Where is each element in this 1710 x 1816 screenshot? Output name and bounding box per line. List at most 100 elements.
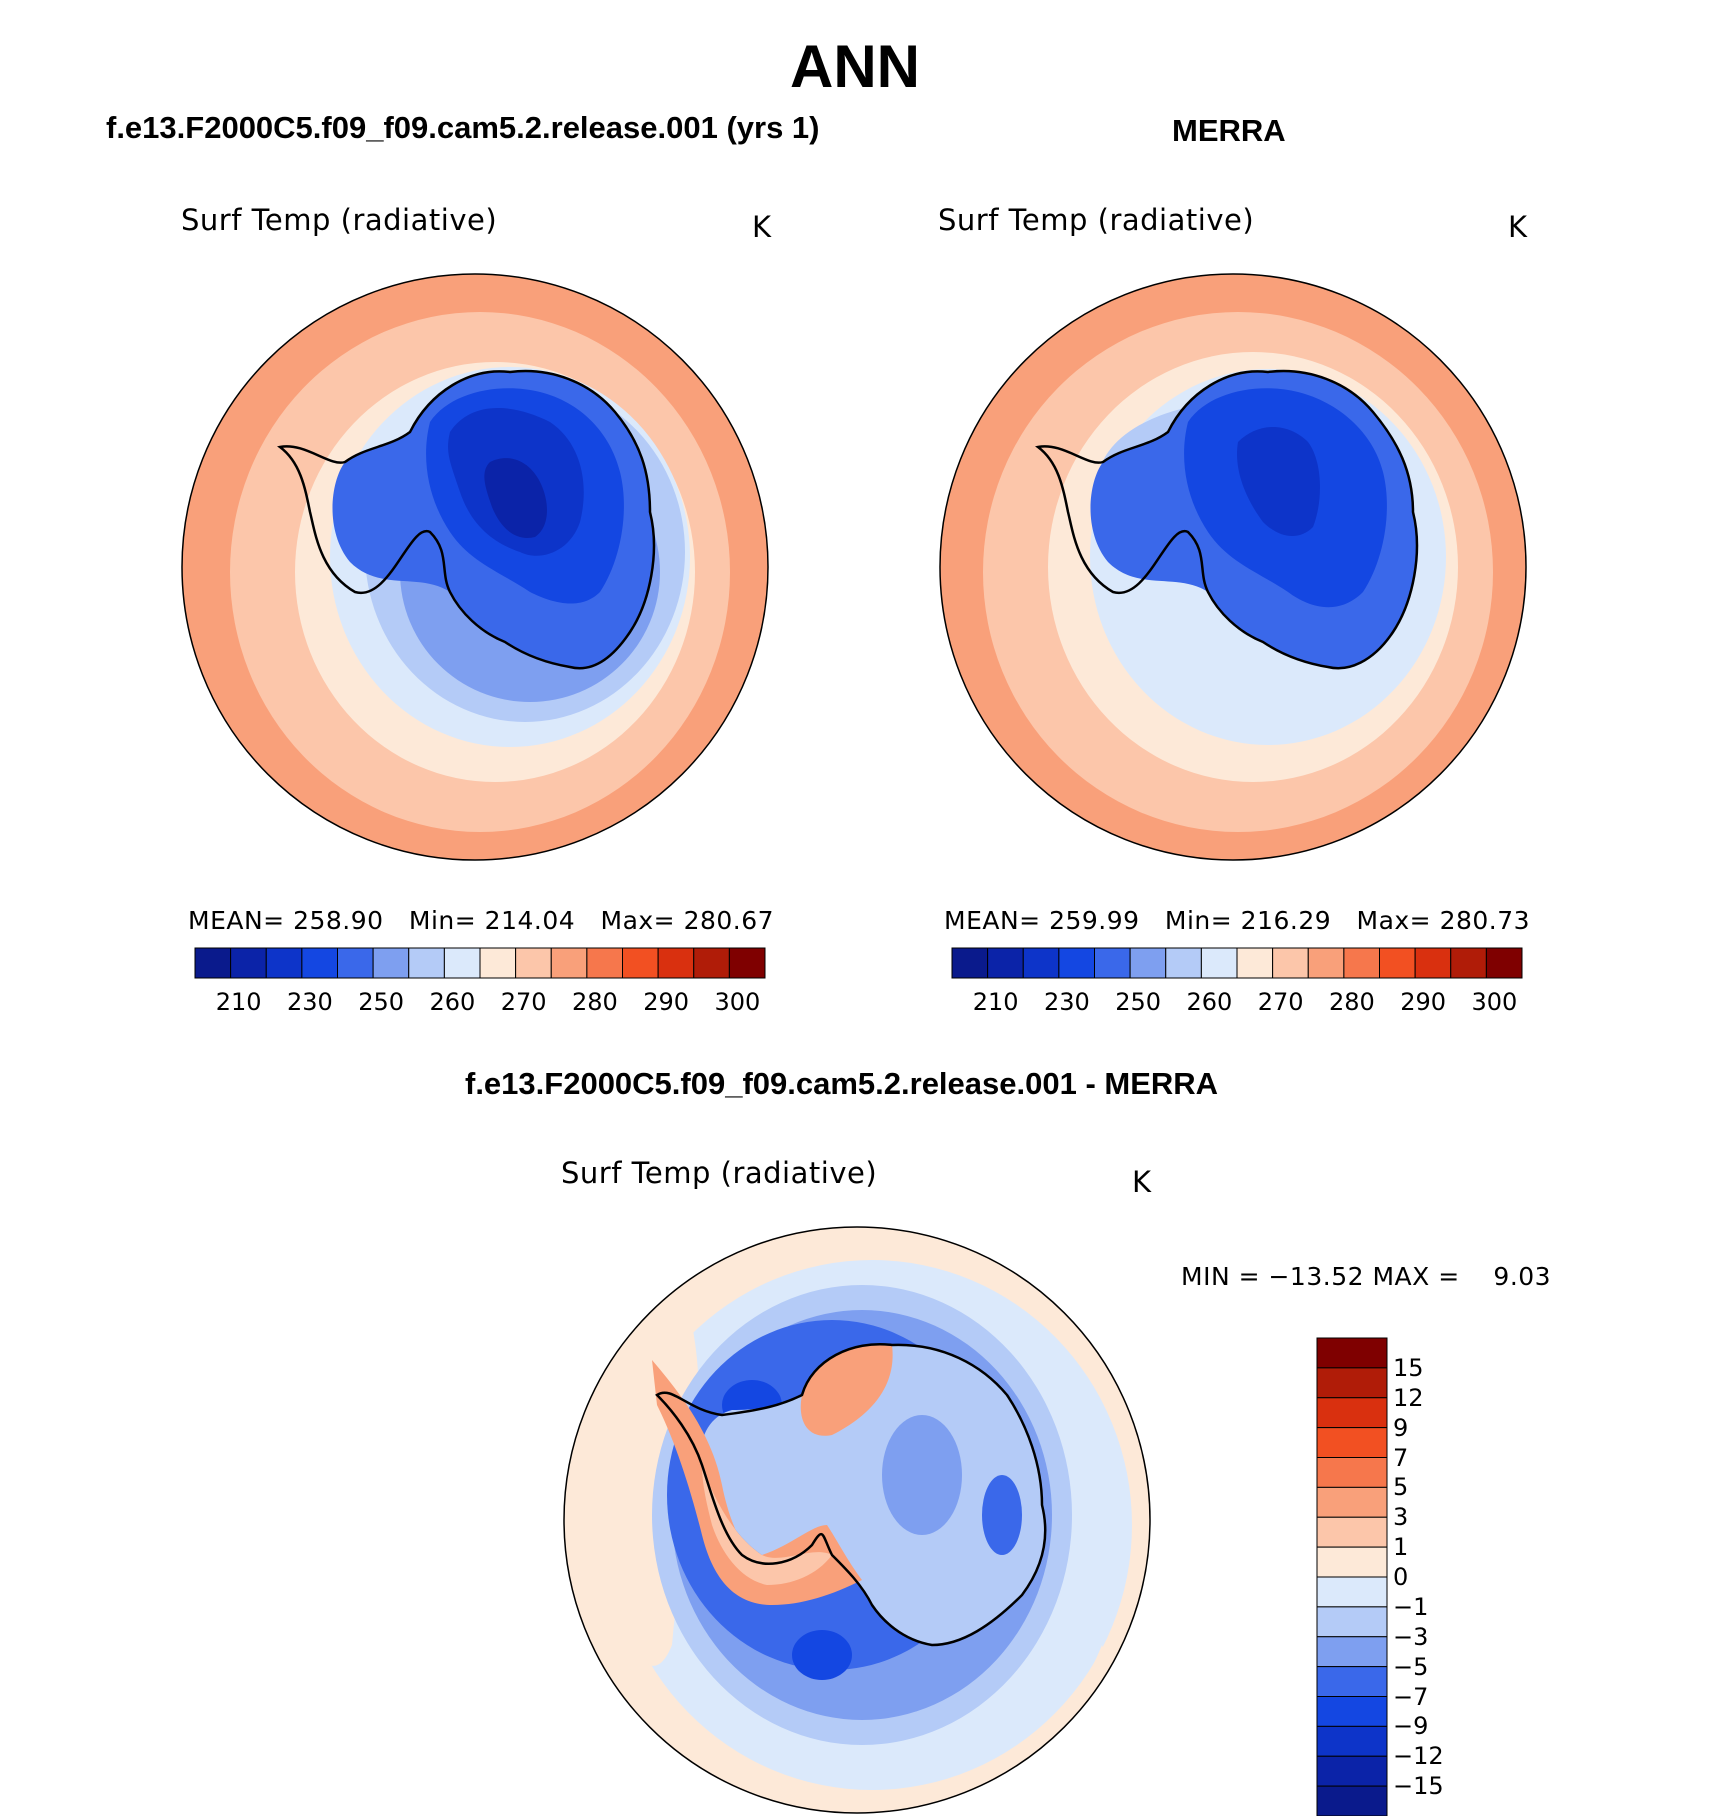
colorbar-diff-tick-label: −3 <box>1393 1622 1429 1651</box>
colorbar-model-swatch <box>443 947 481 979</box>
colorbar-diff-swatch <box>1316 1606 1388 1638</box>
colorbar-obs-swatch <box>1343 947 1380 979</box>
colorbar-diff-swatch <box>1316 1427 1388 1458</box>
mean-value: 258.90 <box>293 906 384 935</box>
colorbar-obs-tick-label: 230 <box>1043 988 1090 1016</box>
colorbar-obs-swatch <box>1129 947 1167 979</box>
colorbar-diff-tick-label: 9 <box>1393 1413 1409 1442</box>
colorbar-model-swatch <box>693 947 730 979</box>
colorbar-obs-swatch <box>1094 947 1131 979</box>
min-value: 214.04 <box>484 906 576 935</box>
colorbar-diff-tick-label: −1 <box>1393 1592 1429 1621</box>
colorbar-model <box>194 947 766 979</box>
colorbar-obs-swatch <box>1022 947 1060 979</box>
variable-label-obs: Surf Temp (radiative) <box>938 203 1255 237</box>
min-label: Min= <box>1164 906 1233 935</box>
units-label-model: K <box>752 210 772 244</box>
colorbar-obs-swatch <box>951 947 989 979</box>
mean-value: 259.99 <box>1049 906 1140 935</box>
colorbar-ticks-obs: 210 230 250 260 270 280 290 300 <box>952 988 1522 1018</box>
colorbar-obs-swatch <box>1272 947 1309 979</box>
stats-line-obs: MEAN= 259.99 Min= 216.29 Max= 280.73 <box>944 906 1530 935</box>
variable-label-model: Surf Temp (radiative) <box>181 203 498 237</box>
diff-minmax: MIN = −13.52 MAX = 9.03 <box>1181 1262 1552 1291</box>
colorbar-model-tick-label: 260 <box>429 988 476 1016</box>
colorbar-model-swatch <box>408 947 445 979</box>
colorbar-model-tick-label: 280 <box>571 988 618 1016</box>
max-value: 280.67 <box>683 906 775 935</box>
colorbar-obs-swatch <box>1236 947 1274 979</box>
colorbar-model-swatch <box>372 947 410 979</box>
colorbar-obs-tick-label: 250 <box>1115 988 1162 1016</box>
colorbar-diff-swatch <box>1316 1486 1388 1518</box>
diff-panel-title: f.e13.F2000C5.f09_f09.cam5.2.release.001… <box>465 1066 1219 1101</box>
colorbar-diff-tick-label: −9 <box>1393 1712 1429 1741</box>
colorbar-diff-tick-label: −7 <box>1393 1682 1429 1711</box>
colorbar-diff-swatch <box>1316 1457 1388 1488</box>
mean-label: MEAN= <box>944 906 1041 935</box>
colorbar-model-swatch <box>550 947 588 979</box>
colorbar-obs-swatch <box>1058 947 1095 979</box>
colorbar-diff-tick-label: 1 <box>1393 1533 1409 1562</box>
colorbar-model-swatch <box>230 947 267 979</box>
colorbar-diff-swatch <box>1316 1516 1388 1548</box>
colorbar-diff-swatch <box>1316 1755 1388 1787</box>
colorbar-diff-tick-label: −12 <box>1393 1742 1444 1771</box>
colorbar-model-swatch <box>194 947 232 979</box>
colorbar-model-tick-label: 270 <box>500 988 547 1016</box>
max-label: Max= <box>1356 906 1432 935</box>
colorbar-diff-tick-label: 3 <box>1393 1503 1409 1532</box>
panel-title-model: f.e13.F2000C5.f09_f09.cam5.2.release.001… <box>106 110 820 145</box>
colorbar-obs-swatch <box>1414 947 1452 979</box>
colorbar-model-swatch <box>515 947 552 979</box>
colorbar-model-swatch <box>728 947 766 979</box>
figure-title: ANN <box>790 33 920 100</box>
colorbar-obs-tick-label: 210 <box>972 988 1019 1016</box>
colorbar-diff-tick-label: 12 <box>1393 1383 1424 1412</box>
colorbar-diff-swatch <box>1316 1397 1388 1429</box>
colorbar-obs-tick-label: 260 <box>1186 988 1233 1016</box>
colorbar-diff-swatch <box>1316 1696 1388 1727</box>
max-value: 280.73 <box>1439 906 1531 935</box>
colorbar-diff-swatch <box>1316 1576 1388 1608</box>
units-label-obs: K <box>1508 210 1528 244</box>
colorbar-diff-tick-label: 0 <box>1393 1563 1409 1591</box>
colorbar-diff-tick-label: 7 <box>1393 1443 1409 1472</box>
colorbar-obs-swatch <box>1200 947 1238 979</box>
colorbar-model-swatch <box>479 947 517 979</box>
colorbar-model-swatch <box>622 947 659 979</box>
variable-label-diff: Surf Temp (radiative) <box>561 1156 878 1190</box>
colorbar-model-swatch <box>586 947 623 979</box>
colorbar-model-tick-label: 250 <box>358 988 405 1016</box>
panel-title-obs: MERRA <box>1172 113 1286 148</box>
colorbar-diff-tick-label: 5 <box>1393 1473 1409 1502</box>
stats-line-model: MEAN= 258.90 Min= 214.04 Max= 280.67 <box>188 906 774 935</box>
colorbar-ticks-model: 210 230 250 260 270 280 290 300 <box>195 988 765 1018</box>
colorbar-obs-tick-label: 290 <box>1400 988 1447 1016</box>
colorbar-diff <box>1316 1337 1388 1816</box>
colorbar-model-tick-label: 210 <box>215 988 262 1016</box>
colorbar-model-tick-label: 290 <box>643 988 690 1016</box>
min-value: 216.29 <box>1240 906 1332 935</box>
colorbar-diff-tick-label: −15 <box>1393 1772 1444 1801</box>
max-label: Max= <box>600 906 676 935</box>
colorbar-diff-tick-label: 15 <box>1393 1353 1424 1382</box>
colorbar-model-tick-label: 230 <box>286 988 333 1016</box>
colorbar-diff-swatch <box>1316 1337 1388 1369</box>
colorbar-diff-swatch <box>1316 1546 1388 1578</box>
colorbar-obs-tick-label: 300 <box>1471 988 1518 1016</box>
colorbar-model-tick-label: 300 <box>714 988 761 1016</box>
colorbar-obs <box>951 947 1523 979</box>
colorbar-obs-tick-label: 270 <box>1257 988 1304 1016</box>
polar-map-diff <box>563 1226 1151 1814</box>
colorbar-obs-swatch <box>1307 947 1345 979</box>
polar-map-model <box>181 273 769 861</box>
units-label-diff: K <box>1132 1165 1152 1199</box>
colorbar-obs-swatch <box>1165 947 1202 979</box>
colorbar-obs-swatch <box>987 947 1024 979</box>
colorbar-ticks-diff: 15 12 9 7 5 3 1 0 −1 −3 −5 −7 −9 −12 −15 <box>1393 1338 1473 1816</box>
colorbar-model-swatch <box>301 947 338 979</box>
mean-label: MEAN= <box>188 906 285 935</box>
colorbar-obs-swatch <box>1379 947 1416 979</box>
colorbar-obs-swatch <box>1485 947 1523 979</box>
